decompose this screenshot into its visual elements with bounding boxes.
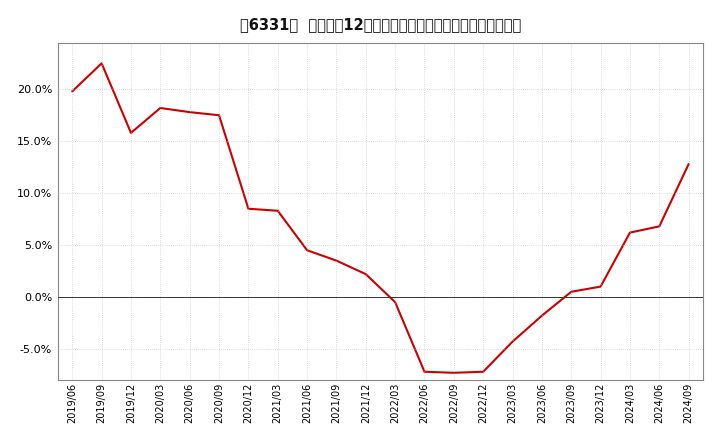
Title: ［6331］  売上高の12か月移動合計の対前年同期増減率の推移: ［6331］ 売上高の12か月移動合計の対前年同期増減率の推移	[240, 17, 521, 32]
